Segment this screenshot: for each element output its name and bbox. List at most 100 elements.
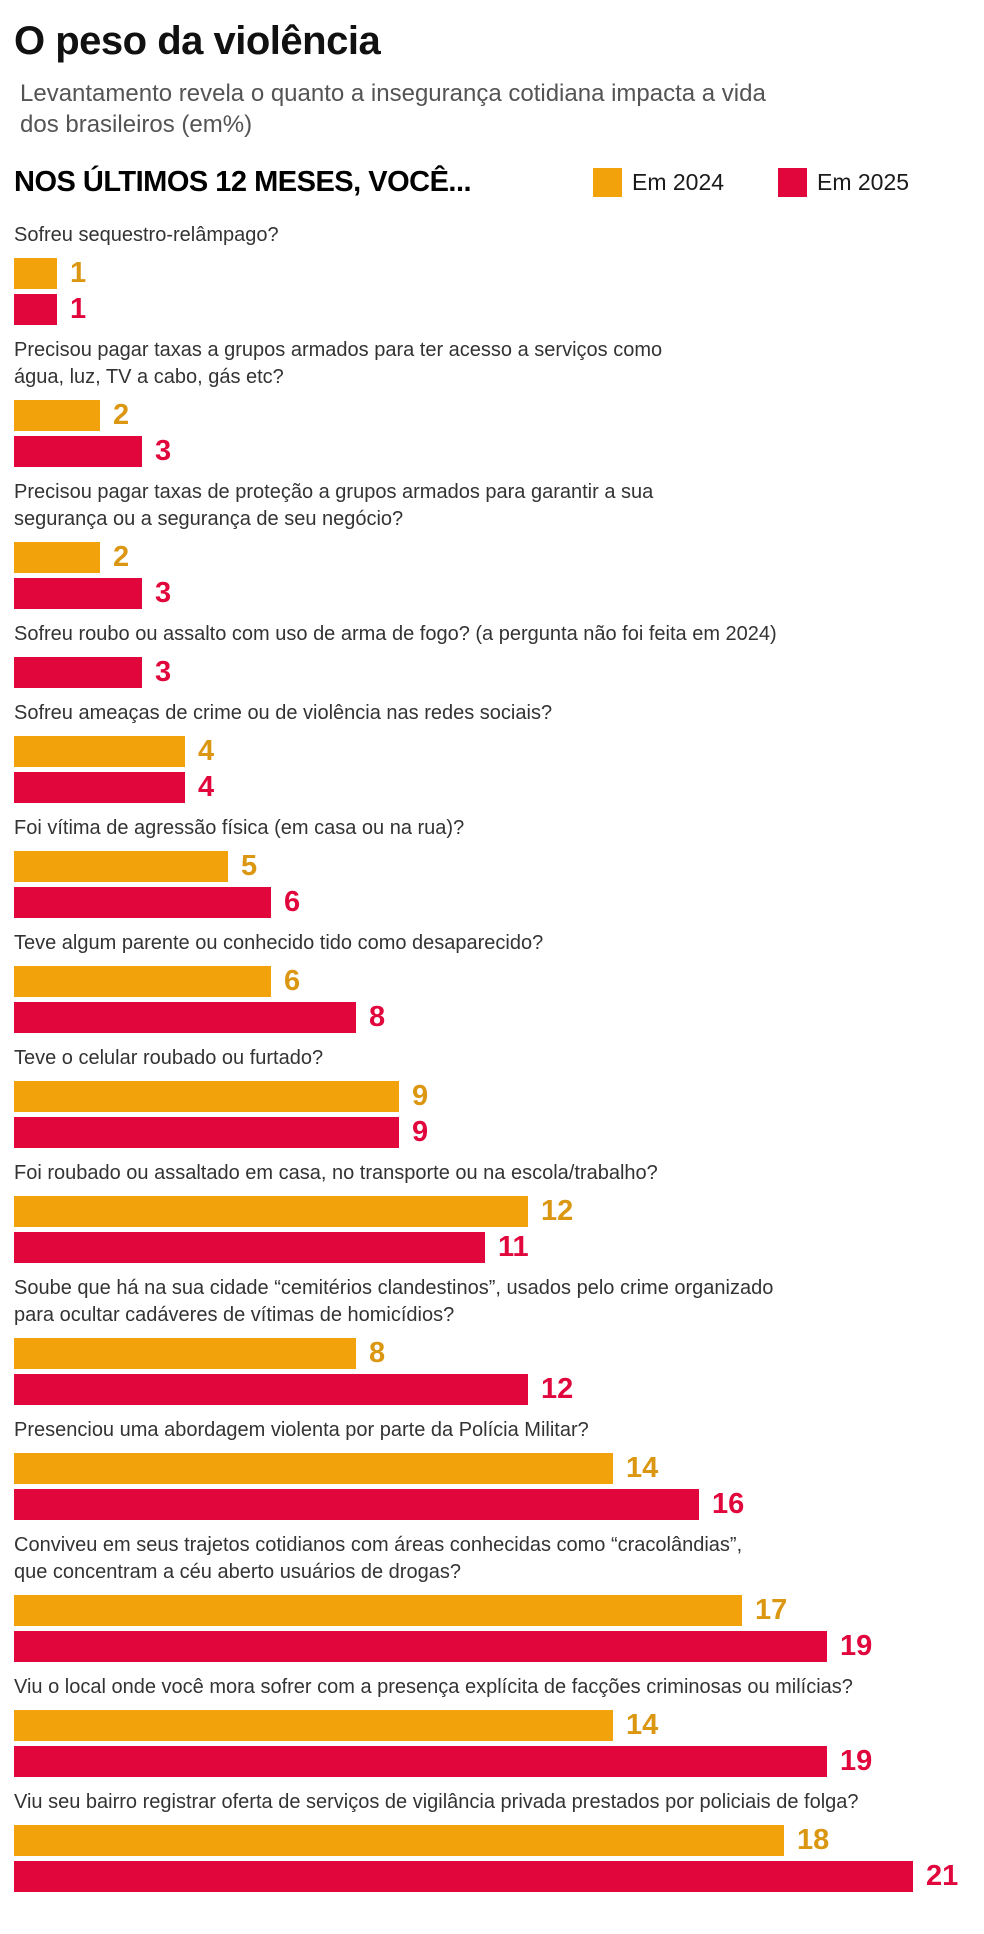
value-label-2024: 14 xyxy=(626,1452,659,1484)
value-label-2025: 19 xyxy=(840,1630,873,1662)
bar-line-2024: 5 xyxy=(14,851,984,882)
bar-line-2024: 9 xyxy=(14,1081,984,1112)
question-label: Foi vítima de agressão física (em casa o… xyxy=(14,817,465,839)
bar-2024 xyxy=(14,851,228,882)
question-label: Viu o local onde você mora sofrer com a … xyxy=(14,1676,853,1698)
value-label-2024: 6 xyxy=(284,965,301,997)
chart-row: Conviveu em seus trajetos cotidianos com… xyxy=(14,1532,984,1662)
bar-2025 xyxy=(14,294,57,325)
bar-2025 xyxy=(14,772,185,803)
question-label: Sofreu ameaças de crime ou de violência … xyxy=(14,702,553,724)
chart-row: Soube que há na sua cidade “cemitérios c… xyxy=(14,1275,984,1405)
bar-2025 xyxy=(14,1117,399,1148)
value-label-2025: 3 xyxy=(155,656,172,688)
bar-line-2025: 11 xyxy=(14,1232,984,1263)
chart-row: Presenciou uma abordagem violenta por pa… xyxy=(14,1417,984,1520)
value-label-2025: 9 xyxy=(412,1116,429,1148)
question-label: Soube que há na sua cidade “cemitérios c… xyxy=(14,1277,774,1326)
chart-row: Precisou pagar taxas de proteção a grupo… xyxy=(14,479,984,609)
value-label-2024: 12 xyxy=(541,1195,574,1227)
value-label-2025: 3 xyxy=(155,577,172,609)
question-label: Teve algum parente ou conhecido tido com… xyxy=(14,932,544,954)
chart-rows: Sofreu sequestro-relâmpago? 1 1 Precisou pa… xyxy=(14,222,984,1892)
value-label-2024: 4 xyxy=(198,735,215,767)
bar-line-2024: 17 xyxy=(14,1595,984,1626)
subtitle: Levantamento revela o quanto a inseguran… xyxy=(20,80,766,138)
bar-2024 xyxy=(14,1825,784,1856)
bar-line-2025: 21 xyxy=(14,1861,984,1892)
question-label: Foi roubado ou assaltado em casa, no tra… xyxy=(14,1162,658,1184)
bar-2025 xyxy=(14,1631,827,1662)
bar-line-2025: 4 xyxy=(14,772,984,803)
bar-line-2025: 3 xyxy=(14,657,984,688)
section-header-row: NOS ÚLTIMOS 12 MESES, VOCÊ... Em 2024 Em… xyxy=(14,166,984,198)
page-title: O peso da violência xyxy=(14,19,381,63)
bar-line-2024: 14 xyxy=(14,1710,984,1741)
value-label-2025: 4 xyxy=(198,771,215,803)
bar-line-2025: 9 xyxy=(14,1117,984,1148)
bar-line-2025: 19 xyxy=(14,1746,984,1777)
legend-swatch-2024-icon xyxy=(593,167,622,197)
legend-label-2025: Em 2025 xyxy=(817,168,910,195)
chart-row: Viu o local onde você mora sofrer com a … xyxy=(14,1674,984,1777)
bar-line-2025: 12 xyxy=(14,1374,984,1405)
bar-2025 xyxy=(14,436,142,467)
value-label-2024: 14 xyxy=(626,1709,659,1741)
question-label: Viu seu bairro registrar oferta de servi… xyxy=(14,1791,859,1813)
bar-line-2025: 8 xyxy=(14,1002,984,1033)
legend-item-2025: Em 2025 xyxy=(778,166,909,198)
section-title: NOS ÚLTIMOS 12 MESES, VOCÊ... xyxy=(14,166,472,198)
bar-line-2024: 4 xyxy=(14,736,984,767)
bar-line-2024: 8 xyxy=(14,1338,984,1369)
value-label-2025: 8 xyxy=(369,1001,386,1033)
question-label: Sofreu roubo ou assalto com uso de arma … xyxy=(14,623,777,645)
bar-2024 xyxy=(14,1710,613,1741)
value-label-2025: 3 xyxy=(155,435,172,467)
value-label-2024: 2 xyxy=(113,399,130,431)
legend-item-2024: Em 2024 xyxy=(593,166,724,198)
bar-line-2025: 3 xyxy=(14,578,984,609)
bar-2025 xyxy=(14,1374,528,1405)
value-label-2025: 19 xyxy=(840,1745,873,1777)
bar-2024 xyxy=(14,1453,613,1484)
question-label: Teve o celular roubado ou furtado? xyxy=(14,1047,324,1069)
bar-line-2024: 2 xyxy=(14,542,984,573)
chart-row: Precisou pagar taxas a grupos armados pa… xyxy=(14,337,984,467)
bar-2025 xyxy=(14,578,142,609)
bar-2024 xyxy=(14,400,100,431)
bar-2025 xyxy=(14,1002,356,1033)
question-label: Presenciou uma abordagem violenta por pa… xyxy=(14,1419,589,1441)
value-label-2024: 8 xyxy=(369,1337,386,1369)
question-label: Precisou pagar taxas a grupos armados pa… xyxy=(14,339,663,388)
value-label-2024: 18 xyxy=(797,1824,830,1856)
value-label-2025: 11 xyxy=(498,1231,529,1263)
value-label-2024: 5 xyxy=(241,850,258,882)
legend-label-2024: Em 2024 xyxy=(632,168,725,195)
bar-2024 xyxy=(14,1081,399,1112)
bar-line-2025: 3 xyxy=(14,436,984,467)
bar-2024 xyxy=(14,1338,356,1369)
legend-swatch-2025-icon xyxy=(778,167,807,197)
bar-2025 xyxy=(14,1489,699,1520)
value-label-2024: 1 xyxy=(70,257,87,289)
bar-2025 xyxy=(14,887,271,918)
bar-2024 xyxy=(14,1196,528,1227)
value-label-2024: 17 xyxy=(755,1594,788,1626)
chart-row: Sofreu ameaças de crime ou de violência … xyxy=(14,700,984,803)
bar-2025 xyxy=(14,657,142,688)
chart-row: Sofreu roubo ou assalto com uso de arma … xyxy=(14,621,984,688)
bar-line-2024: 6 xyxy=(14,966,984,997)
value-label-2025: 1 xyxy=(70,293,87,325)
question-label: Sofreu sequestro-relâmpago? xyxy=(14,224,279,246)
bar-line-2025: 19 xyxy=(14,1631,984,1662)
value-label-2024: 2 xyxy=(113,541,130,573)
bar-line-2024: 12 xyxy=(14,1196,984,1227)
bar-2025 xyxy=(14,1232,485,1263)
bar-2025 xyxy=(14,1861,913,1892)
bar-2024 xyxy=(14,1595,742,1626)
bar-line-2025: 16 xyxy=(14,1489,984,1520)
value-label-2025: 12 xyxy=(541,1373,574,1405)
value-label-2024: 9 xyxy=(412,1080,429,1112)
bar-line-2024: 1 xyxy=(14,258,984,289)
